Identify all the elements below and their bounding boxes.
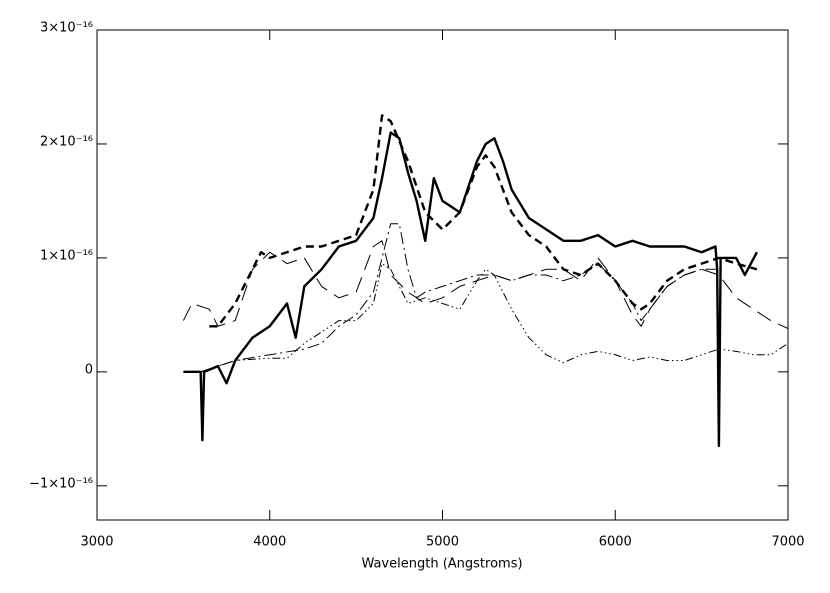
spectrum-line [200,223,719,373]
spectrum-line [209,114,758,328]
y-tick-label: 1×10⁻¹⁶ [40,248,93,263]
y-tick-label: −1×10⁻¹⁶ [29,476,93,491]
y-tick-label: 2×10⁻¹⁶ [40,134,93,149]
x-tick-label: 7000 [771,535,804,550]
y-tick-label: 0 [85,362,93,377]
x-tick-label: 3000 [80,535,113,550]
x-tick-label: 6000 [599,535,632,550]
spectrum-line [183,131,758,448]
x-tick-label: 5000 [426,535,459,550]
y-tick-label: 3×10⁻¹⁶ [40,21,93,36]
x-axis-label: Wavelength (Angstroms) [361,557,522,572]
x-tick-label: 4000 [253,535,286,550]
spectrum-line [200,263,789,373]
spectrum-line [182,240,789,330]
